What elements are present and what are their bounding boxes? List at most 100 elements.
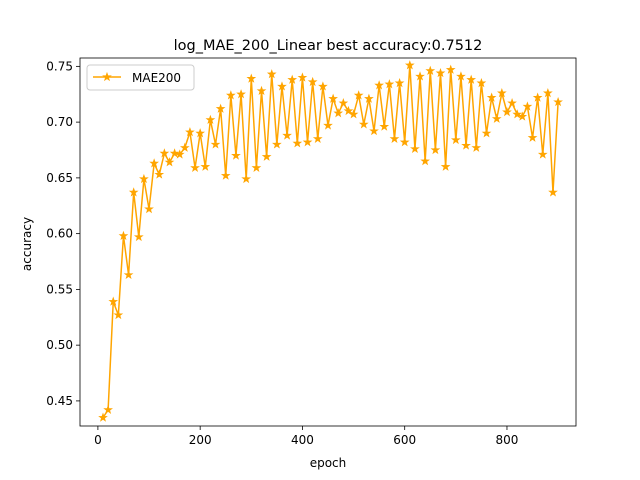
data-point: [517, 111, 528, 121]
x-axis-label: epoch: [310, 456, 347, 470]
data-point: [169, 148, 180, 158]
data-point: [440, 161, 451, 171]
y-tick-label: 0.70: [46, 115, 73, 129]
data-point: [220, 170, 231, 180]
data-point: [113, 309, 124, 320]
data-point: [374, 80, 384, 90]
data-point: [481, 128, 492, 138]
data-point: [246, 73, 257, 83]
plot-frame: [79, 57, 577, 427]
data-point: [338, 98, 349, 108]
legend-frame: [86, 64, 195, 91]
y-axis: 0.45 0.50 0.55 0.60 0.65 0.70 0.75: [46, 59, 80, 408]
data-point: [532, 92, 543, 102]
data-point: [343, 105, 354, 116]
y-axis-label: accuracy: [20, 217, 34, 271]
data-point: [277, 81, 287, 91]
data-point: [415, 71, 425, 81]
data-point: [461, 140, 471, 150]
data-point: [185, 127, 195, 137]
data-point: [497, 88, 507, 98]
data-point: [466, 74, 477, 84]
data-point: [144, 203, 154, 214]
data-point: [139, 173, 149, 184]
data-point: [512, 109, 523, 119]
data-point: [445, 64, 456, 74]
data-point: [225, 90, 236, 100]
data-point: [261, 151, 272, 161]
plot-area: [79, 57, 577, 427]
data-point: [379, 121, 390, 131]
data-point: [394, 77, 405, 88]
data-point: [123, 269, 134, 280]
data-point: [507, 98, 517, 108]
data-point: [420, 156, 431, 166]
data-point: [553, 96, 563, 107]
data-point: [215, 103, 226, 113]
data-point: [384, 79, 395, 89]
data-point: [476, 77, 487, 88]
data-point: [543, 88, 553, 98]
data-point: [527, 132, 538, 142]
data-point: [358, 119, 369, 129]
data-point: [364, 93, 374, 103]
data-point: [195, 128, 206, 138]
data-point: [103, 404, 113, 414]
data-point: [307, 76, 318, 87]
data-point: [471, 142, 482, 152]
data-point: [491, 113, 502, 123]
series-layer: [98, 60, 563, 422]
data-point: [389, 133, 400, 143]
data-point: [430, 144, 441, 155]
data-point: [164, 157, 175, 167]
y-tick-label: 0.65: [46, 171, 73, 185]
legend-marker: [102, 71, 112, 82]
chart-title: log_MAE_200_Linear best accuracy:0.7512: [174, 38, 483, 54]
data-point: [159, 148, 170, 158]
data-point: [522, 101, 533, 111]
data-point: [231, 150, 241, 160]
data-point: [399, 137, 410, 147]
data-point: [333, 108, 344, 118]
data-point: [348, 109, 359, 119]
data-point: [154, 169, 165, 179]
data-point: [548, 187, 558, 197]
data-point: [210, 139, 221, 149]
legend-series-swatch: [93, 71, 121, 82]
x-axis: 0 200 400 600 800: [94, 426, 518, 447]
legend-series-label: MAE200: [132, 71, 181, 85]
x-tick-label: 600: [393, 433, 416, 447]
data-point: [292, 138, 303, 148]
data-point: [149, 158, 159, 168]
data-point: [256, 85, 267, 96]
data-point: [205, 114, 216, 125]
data-point: [241, 173, 252, 184]
data-point: [369, 125, 379, 136]
data-point: [118, 230, 129, 240]
y-tick-label: 0.75: [46, 59, 73, 73]
data-point: [236, 89, 246, 99]
data-point: [537, 149, 548, 159]
data-point: [323, 120, 333, 130]
x-tick-label: 0: [94, 433, 102, 447]
data-point: [353, 90, 364, 100]
data-point: [128, 187, 139, 197]
legend: MAE200: [86, 64, 195, 91]
data-point: [282, 130, 292, 140]
data-point: [456, 71, 466, 81]
x-tick-label: 200: [189, 433, 212, 447]
data-point: [318, 81, 328, 91]
data-point: [133, 231, 144, 242]
data-point: [272, 139, 282, 149]
data-point: [302, 137, 313, 147]
y-tick-label: 0.50: [46, 338, 73, 352]
y-tick-label: 0.45: [46, 394, 73, 408]
data-point: [108, 296, 119, 306]
data-point: [266, 69, 277, 79]
data-point: [328, 93, 338, 103]
y-tick-label: 0.55: [46, 282, 73, 296]
data-point: [486, 92, 497, 102]
data-point: [425, 65, 436, 75]
data-point: [190, 162, 200, 172]
data-point: [200, 161, 211, 171]
